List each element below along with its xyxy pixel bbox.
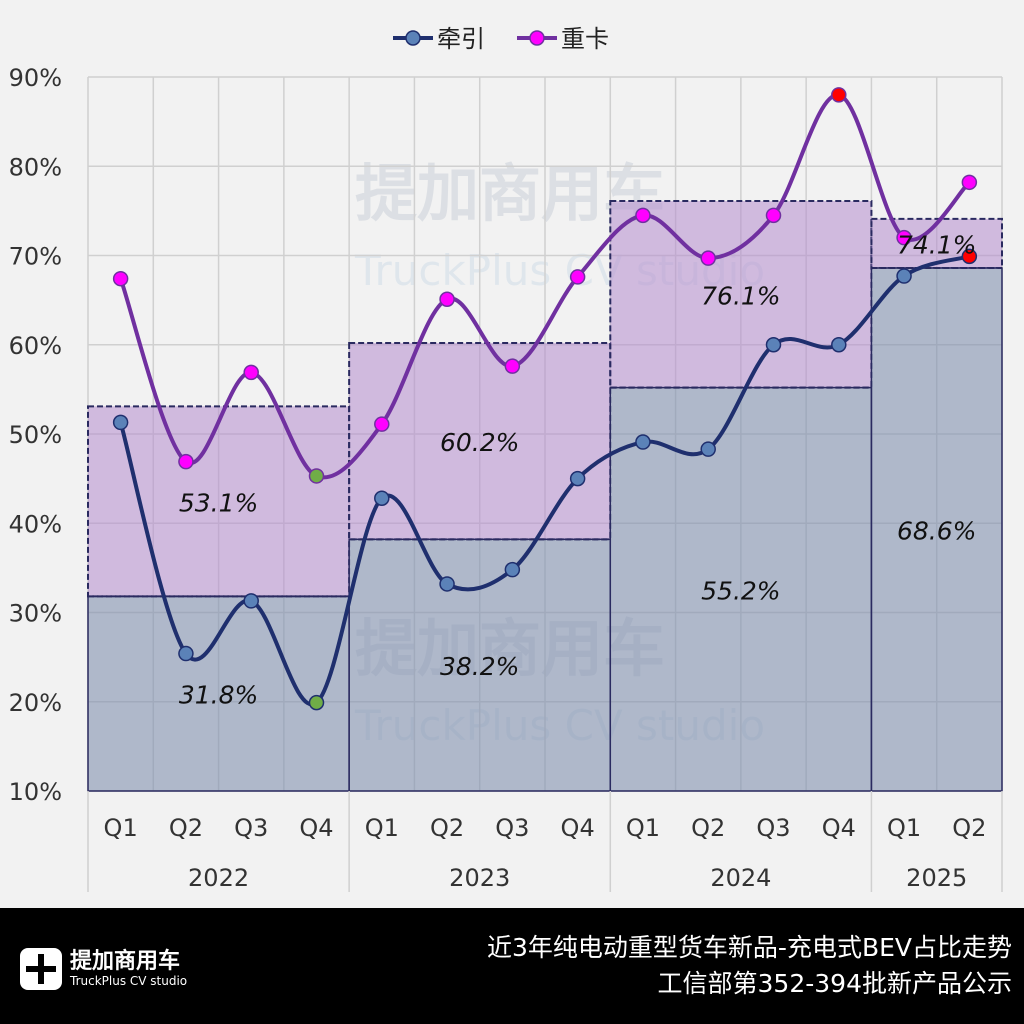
x-quarter-label: Q2 <box>952 814 986 842</box>
y-tick-label: 70% <box>9 243 62 271</box>
y-tick-label: 40% <box>9 510 62 538</box>
data-point-heavy-truck <box>569 269 586 285</box>
annual-bar-traction <box>609 386 873 792</box>
x-quarter-label: Q3 <box>495 814 529 842</box>
annual-bar-heavy-truck <box>87 405 351 598</box>
annual-label-heavy-truck: 60.2% <box>440 428 519 457</box>
data-point-heavy-truck <box>896 229 912 246</box>
data-point-traction <box>700 441 716 457</box>
series-line-traction <box>118 254 970 707</box>
data-point-heavy-truck <box>765 207 782 224</box>
y-tick-label: 30% <box>9 600 62 628</box>
legend-label-heavy-truck: 重卡 <box>561 25 609 53</box>
annual-bar-heavy-truck <box>348 341 612 541</box>
annual-bar-traction <box>87 595 350 792</box>
data-point-heavy-truck <box>961 174 978 191</box>
legend-marker-heavy-truck <box>529 30 545 46</box>
data-point-traction <box>569 470 586 487</box>
data-point-heavy-truck <box>112 270 129 287</box>
y-tick-label: 90% <box>9 64 62 92</box>
x-year-label: 2025 <box>906 864 967 892</box>
footer-title-line2: 工信部第352-394批新产品公示 <box>657 969 1012 998</box>
annual-label-traction: 55.2% <box>701 576 780 605</box>
data-point-traction <box>765 337 782 353</box>
annual-label-traction: 68.6% <box>897 516 976 545</box>
data-point-traction <box>831 337 847 353</box>
logo-icon <box>20 948 62 990</box>
data-point-traction <box>112 414 129 431</box>
annual-bar-heavy-truck <box>609 200 873 389</box>
annual-label-traction: 38.2% <box>440 652 519 681</box>
data-point-heavy-truck <box>635 207 651 224</box>
data-point-traction <box>896 268 912 284</box>
footer: 提加商用车 TruckPlus CV studio 近3年纯电动重型货车新品-充… <box>0 908 1024 1024</box>
annual-bar-traction <box>348 538 612 792</box>
chart: 提加商用车 TruckPlus CV studio 提加商用车 TruckPlu… <box>9 25 1004 892</box>
legend: 牵引 重卡 <box>393 25 609 53</box>
x-year-label: 2024 <box>710 864 771 892</box>
y-tick-label: 80% <box>9 153 62 181</box>
x-quarter-label: Q2 <box>691 814 725 842</box>
data-point-traction <box>961 248 978 265</box>
x-year-label: 2023 <box>449 864 510 892</box>
data-point-heavy-truck <box>178 453 194 470</box>
x-quarter-label: Q1 <box>626 814 660 842</box>
x-quarter-label: Q1 <box>887 814 921 842</box>
x-quarter-label: Q2 <box>169 814 203 842</box>
x-quarter-label: Q4 <box>299 814 333 842</box>
annual-label-heavy-truck: 74.1% <box>897 230 976 259</box>
data-point-heavy-truck <box>374 416 390 432</box>
x-quarter-label: Q4 <box>822 814 856 842</box>
data-point-heavy-truck <box>439 291 455 307</box>
annual-label-heavy-truck: 76.1% <box>701 281 780 310</box>
data-point-heavy-truck <box>308 468 325 484</box>
y-tick-label: 10% <box>9 778 62 806</box>
logo-en: TruckPlus CV studio <box>70 974 188 988</box>
x-quarter-label: Q3 <box>756 814 790 842</box>
data-point-traction <box>635 434 651 450</box>
data-point-traction <box>178 645 194 662</box>
annual-label-traction: 31.8% <box>179 681 258 710</box>
y-tick-label: 60% <box>9 332 62 360</box>
data-point-heavy-truck <box>700 250 716 266</box>
data-point-heavy-truck <box>243 364 259 381</box>
y-tick-label: 50% <box>9 421 62 449</box>
footer-logo: 提加商用车 TruckPlus CV studio <box>20 948 187 990</box>
legend-label-traction: 牵引 <box>437 25 485 53</box>
x-quarter-label: Q1 <box>104 814 138 842</box>
data-point-traction <box>504 561 521 578</box>
footer-title-line1: 近3年纯电动重型货车新品-充电式BEV占比走势 <box>487 933 1012 962</box>
x-quarter-label: Q4 <box>561 814 595 842</box>
x-quarter-label: Q3 <box>234 814 268 842</box>
x-quarter-label: Q1 <box>365 814 399 842</box>
x-quarter-label: Q2 <box>430 814 464 842</box>
logo-cn: 提加商用车 <box>70 949 181 974</box>
annual-bar-traction <box>870 267 1003 792</box>
legend-marker-traction <box>405 30 421 46</box>
footer-title: 近3年纯电动重型货车新品-充电式BEV占比走势 工信部第352-394批新产品公… <box>487 930 1012 1002</box>
annual-bar-heavy-truck <box>870 217 1004 269</box>
data-point-traction <box>308 694 325 711</box>
data-point-heavy-truck <box>831 87 847 103</box>
data-point-heavy-truck <box>504 358 521 374</box>
y-tick-label: 20% <box>9 689 62 717</box>
data-point-traction <box>243 593 259 609</box>
x-year-label: 2022 <box>188 864 249 892</box>
data-point-traction <box>374 490 390 507</box>
annual-label-heavy-truck: 53.1% <box>179 488 258 517</box>
data-point-traction <box>439 576 455 592</box>
